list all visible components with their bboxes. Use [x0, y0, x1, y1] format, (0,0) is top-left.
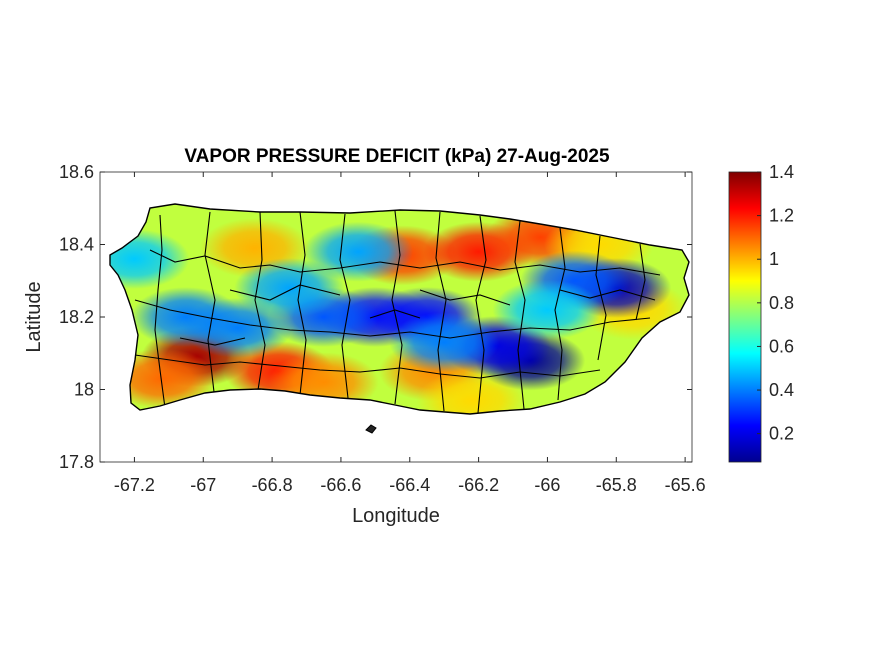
municipality-boundary: [297, 211, 307, 396]
colorbar-tick-label: 1.2: [769, 206, 794, 226]
field-feature: [492, 279, 603, 340]
colorbar-tick-label: 1: [769, 249, 779, 269]
municipality-boundary: [204, 211, 216, 393]
colorbar-ticks: 0.2 0.4 0.6 0.8 1 1.2 1.4: [757, 162, 794, 444]
municipality-boundaries: [134, 210, 661, 414]
municipality-boundary: [475, 215, 487, 414]
municipality-boundary: [154, 214, 166, 409]
y-axis-label: Latitude: [23, 281, 45, 352]
x-tick-label: -66.6: [320, 475, 361, 495]
map-axes: -67.2 -67 -66.8 -66.6 -66.4 -66.2 -66 -65.8 -65.…: [59, 162, 706, 495]
y-tick-label: 17.8: [59, 452, 94, 472]
colorbar: 0.2 0.4 0.6 0.8 1 1.2 1.4: [728, 162, 794, 463]
x-axis-label: Longitude: [352, 505, 440, 527]
municipality-boundary: [339, 213, 351, 399]
colorbar-gradient: [728, 171, 762, 463]
colorbar-tick-label: 0.2: [769, 424, 794, 444]
x-tick-label: -66.4: [389, 475, 430, 495]
municipality-boundary: [229, 284, 341, 301]
municipality-boundary: [254, 211, 266, 391]
colorbar-tick-label: 0.4: [769, 380, 794, 400]
island-outline: [109, 203, 690, 415]
municipality-boundary: [419, 289, 511, 306]
municipality-boundary: [554, 227, 566, 401]
colorbar-tick-label: 0.8: [769, 293, 794, 313]
municipality-boundary: [149, 249, 661, 276]
colorbar-tick-label: 1.4: [769, 162, 794, 182]
field-feature: [389, 312, 500, 373]
x-tick-label: -66.8: [252, 475, 293, 495]
municipality-boundary: [179, 337, 246, 346]
municipality-boundary: [435, 211, 447, 412]
municipality-boundary: [369, 309, 421, 319]
x-tick-label: -67: [190, 475, 216, 495]
field-feature: [416, 370, 527, 414]
colorbar-tick-label: 0.6: [769, 336, 794, 356]
field-feature: [234, 258, 345, 318]
y-tick-label: 18.2: [59, 307, 94, 327]
x-tick-label: -66.2: [458, 475, 499, 495]
municipality-boundary: [134, 299, 651, 339]
field-feature: [303, 221, 414, 282]
y-tick-label: 18.4: [59, 235, 94, 255]
y-axis-ticks: 17.8 18 18.2 18.4 18.6: [59, 162, 692, 472]
municipality-boundary: [559, 289, 656, 301]
municipality-boundary: [514, 220, 526, 410]
caja-de-muertos-island: [365, 424, 377, 434]
field-feature: [131, 287, 242, 347]
x-axis-ticks: -67.2 -67 -66.8 -66.6 -66.4 -66.2 -66 -65.8 -65.…: [114, 172, 706, 495]
y-tick-label: 18: [74, 380, 94, 400]
x-tick-label: -65.6: [665, 475, 706, 495]
x-tick-label: -66: [534, 475, 560, 495]
figure-title: VAPOR PRESSURE DEFICIT (kPa) 27-Aug-2025: [184, 146, 610, 167]
x-tick-label: -67.2: [114, 475, 155, 495]
municipality-boundary: [635, 243, 646, 321]
x-tick-label: -65.8: [596, 475, 637, 495]
y-tick-label: 18.6: [59, 162, 94, 182]
municipality-boundary: [391, 210, 403, 405]
